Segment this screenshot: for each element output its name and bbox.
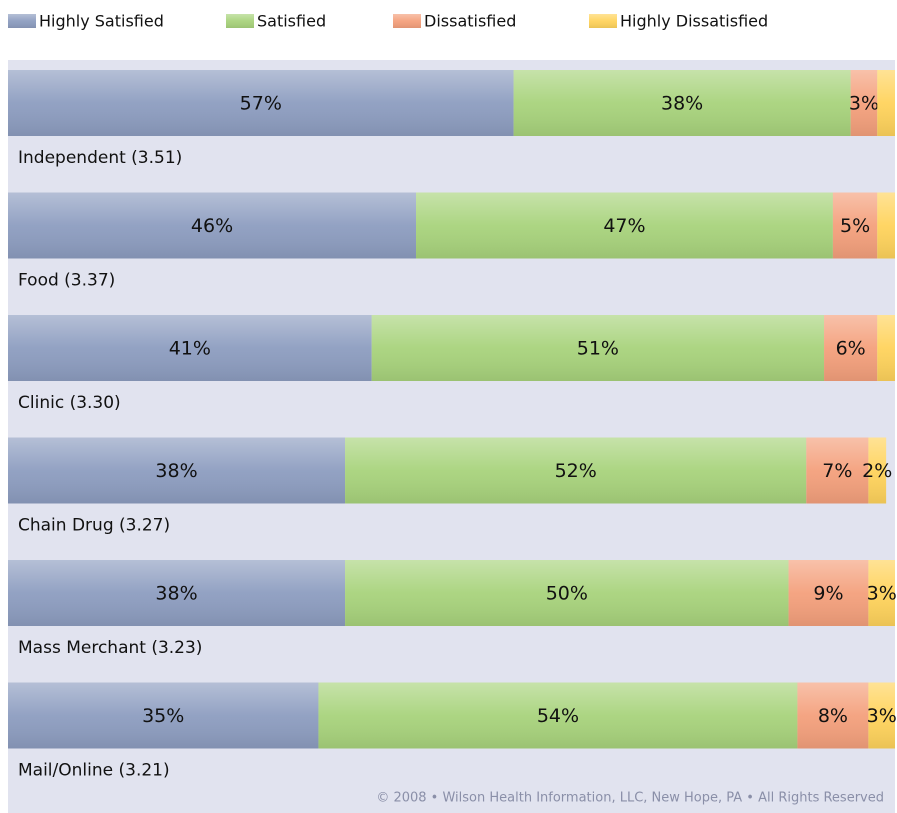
bar-shine <box>345 437 807 504</box>
data-label: 47% <box>603 215 645 237</box>
bar-shine <box>788 560 869 626</box>
bar-shine <box>345 560 789 626</box>
legend-label: Highly Satisfied <box>39 12 164 31</box>
data-label: 51% <box>577 338 619 360</box>
bar-shine <box>513 70 851 136</box>
data-label: 54% <box>537 705 579 727</box>
data-label: 3% <box>867 583 897 605</box>
category-label: Chain Drug (3.27) <box>18 516 170 536</box>
bar-shine <box>877 70 895 136</box>
data-label: 9% <box>813 583 843 605</box>
bar-shine <box>8 192 417 259</box>
data-label: 46% <box>191 215 233 237</box>
bar-shine <box>868 437 887 504</box>
legend-label: Dissatisfied <box>424 12 516 31</box>
bar-shine <box>8 315 372 381</box>
bar-shine <box>806 437 869 504</box>
data-label: 38% <box>155 460 197 482</box>
data-label: 2% <box>862 460 892 482</box>
data-label: 38% <box>155 583 197 605</box>
category-label: Clinic (3.30) <box>18 393 121 413</box>
category-label: Independent (3.51) <box>18 148 182 168</box>
data-label: 57% <box>240 93 282 115</box>
legend-swatch-shine <box>226 14 254 28</box>
legend-swatch-shine <box>8 14 36 28</box>
bar-shine <box>371 315 825 381</box>
category-label: Food (3.37) <box>18 271 115 291</box>
bar-shine <box>318 682 798 749</box>
bar-shine <box>8 682 319 749</box>
bar-shine <box>8 560 346 626</box>
data-label: 3% <box>849 93 879 115</box>
bar-shine <box>850 70 878 136</box>
category-label: Mass Merchant (3.23) <box>18 638 202 658</box>
data-label: 38% <box>661 93 703 115</box>
data-label: 5% <box>840 215 870 237</box>
category-label: Mail/Online (3.21) <box>18 761 170 781</box>
data-label: 7% <box>822 460 852 482</box>
bar-shine <box>797 682 869 749</box>
bar-shine <box>8 70 514 136</box>
bar-shine <box>877 192 895 259</box>
bar-shine <box>824 315 878 381</box>
bar-shine <box>832 192 878 259</box>
bar-shine <box>416 192 833 259</box>
data-label: 35% <box>142 705 184 727</box>
legend-label: Satisfied <box>257 12 326 31</box>
data-label: 50% <box>546 583 588 605</box>
bar-shine <box>877 315 895 381</box>
data-label: 52% <box>555 460 597 482</box>
data-label: 41% <box>169 338 211 360</box>
data-label: 3% <box>867 705 897 727</box>
bar-shine <box>868 682 895 749</box>
footer: © 2008 • Wilson Health Information, LLC,… <box>376 791 884 806</box>
legend-swatch-shine <box>589 14 617 28</box>
bar-shine <box>868 560 895 626</box>
bar-shine <box>8 437 346 504</box>
data-label: 8% <box>818 705 848 727</box>
data-label: 6% <box>836 338 866 360</box>
legend-swatch-shine <box>393 14 421 28</box>
legend-label: Highly Dissatisfied <box>620 12 768 31</box>
